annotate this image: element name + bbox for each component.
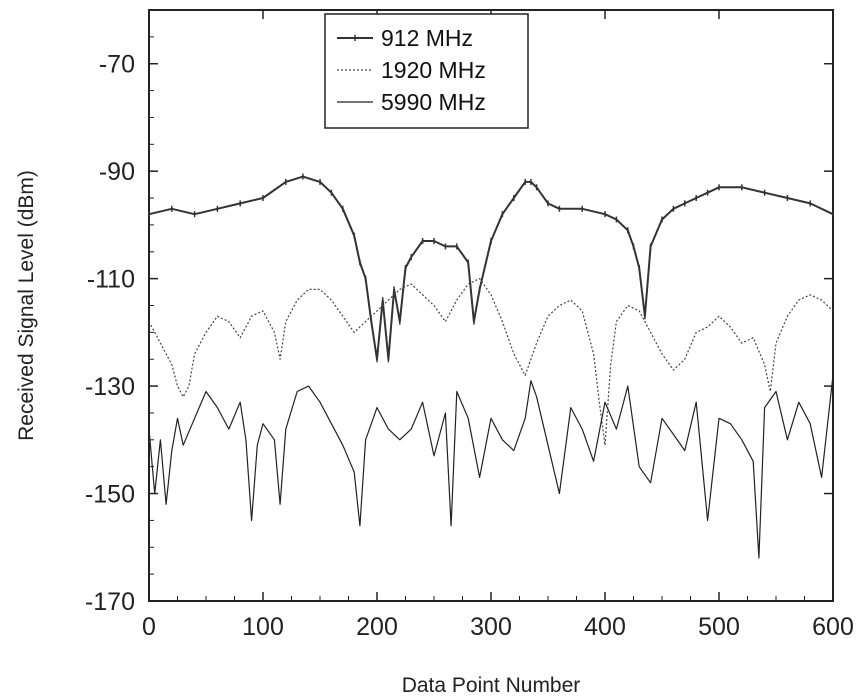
legend-label: 5990 MHz	[381, 89, 486, 115]
legend-items: 912 MHz 1920 MHz 5990 MHz	[337, 25, 486, 115]
x-tick-label: 600	[812, 613, 854, 641]
x-tick-label: 200	[356, 613, 398, 641]
x-tick-label: 100	[242, 613, 284, 641]
legend-box	[324, 13, 529, 129]
legend-label: 1920 MHz	[381, 57, 486, 83]
series-line-1	[148, 278, 834, 446]
x-tick-label: 400	[584, 613, 626, 641]
y-axis: -70 -90 -110 -130 -150 -170	[85, 36, 833, 616]
y-tick-label: -110	[87, 266, 135, 294]
x-tick-label: 300	[470, 613, 512, 641]
series-line-0	[148, 175, 834, 361]
y-tick-label: -150	[85, 481, 135, 509]
y-tick-label: -130	[85, 373, 135, 401]
y-tick-label: -90	[99, 158, 135, 186]
series-line-2	[148, 375, 834, 559]
y-axis-title: Received Signal Level (dBm)	[15, 170, 38, 441]
x-tick-label: 0	[142, 613, 156, 641]
series-lines	[148, 173, 834, 559]
x-tick-label: 500	[698, 613, 740, 641]
x-axis-title: Data Point Number	[402, 674, 581, 697]
y-tick-label: -170	[85, 588, 135, 616]
x-axis: 0 100 200 300 400 500 600	[142, 10, 854, 641]
y-tick-label: -70	[99, 51, 135, 79]
legend: 912 MHz 1920 MHz 5990 MHz	[324, 13, 529, 129]
legend-label: 912 MHz	[381, 25, 473, 51]
